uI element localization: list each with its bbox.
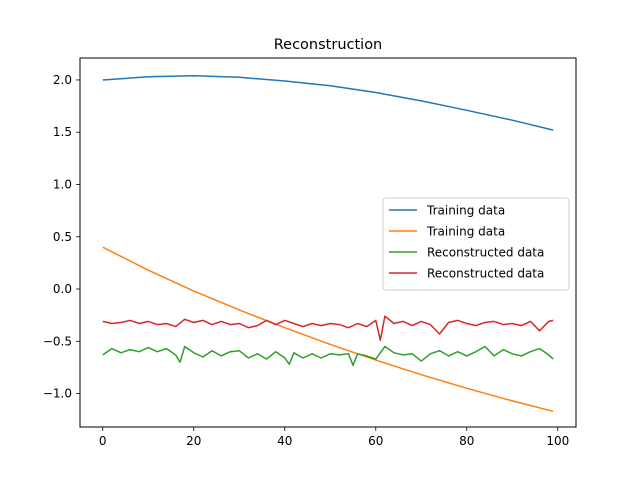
y-tick-label: −1.0 — [43, 387, 72, 401]
legend-label-1: Training data — [426, 225, 505, 239]
x-tick-label: 40 — [277, 434, 292, 448]
legend-label-3: Reconstructed data — [427, 267, 544, 281]
x-tick-label: 100 — [546, 434, 569, 448]
legend-box — [382, 197, 570, 291]
y-tick-label: 1.0 — [53, 177, 72, 191]
plot-frame — [79, 57, 577, 428]
y-axis: 2.0 1.5 1.0 0.5 0.0 −0.5 −1.0 — [43, 73, 80, 401]
legend-label-2: Reconstructed data — [427, 246, 544, 260]
x-axis: 0 20 40 60 80 100 — [99, 427, 569, 448]
series-line-3 — [102, 315, 554, 341]
x-tick-label: 80 — [459, 434, 474, 448]
series-lines — [102, 75, 554, 413]
y-tick-label: −0.5 — [43, 334, 72, 348]
x-tick-label: 0 — [99, 434, 107, 448]
x-tick-label: 20 — [186, 434, 201, 448]
chart-title: Reconstruction — [274, 37, 383, 53]
legend-label-0: Training data — [426, 204, 505, 218]
y-tick-label: 0.5 — [53, 230, 72, 244]
y-tick-label: 1.5 — [53, 125, 72, 139]
series-line-2 — [102, 345, 554, 367]
legend: Training data Training data Reconstructed … — [382, 197, 570, 291]
series-line-0 — [102, 75, 554, 131]
series-line-1 — [102, 246, 554, 413]
y-tick-label: 2.0 — [53, 73, 72, 87]
x-tick-label: 60 — [368, 434, 383, 448]
y-tick-label: 0.0 — [53, 282, 72, 296]
